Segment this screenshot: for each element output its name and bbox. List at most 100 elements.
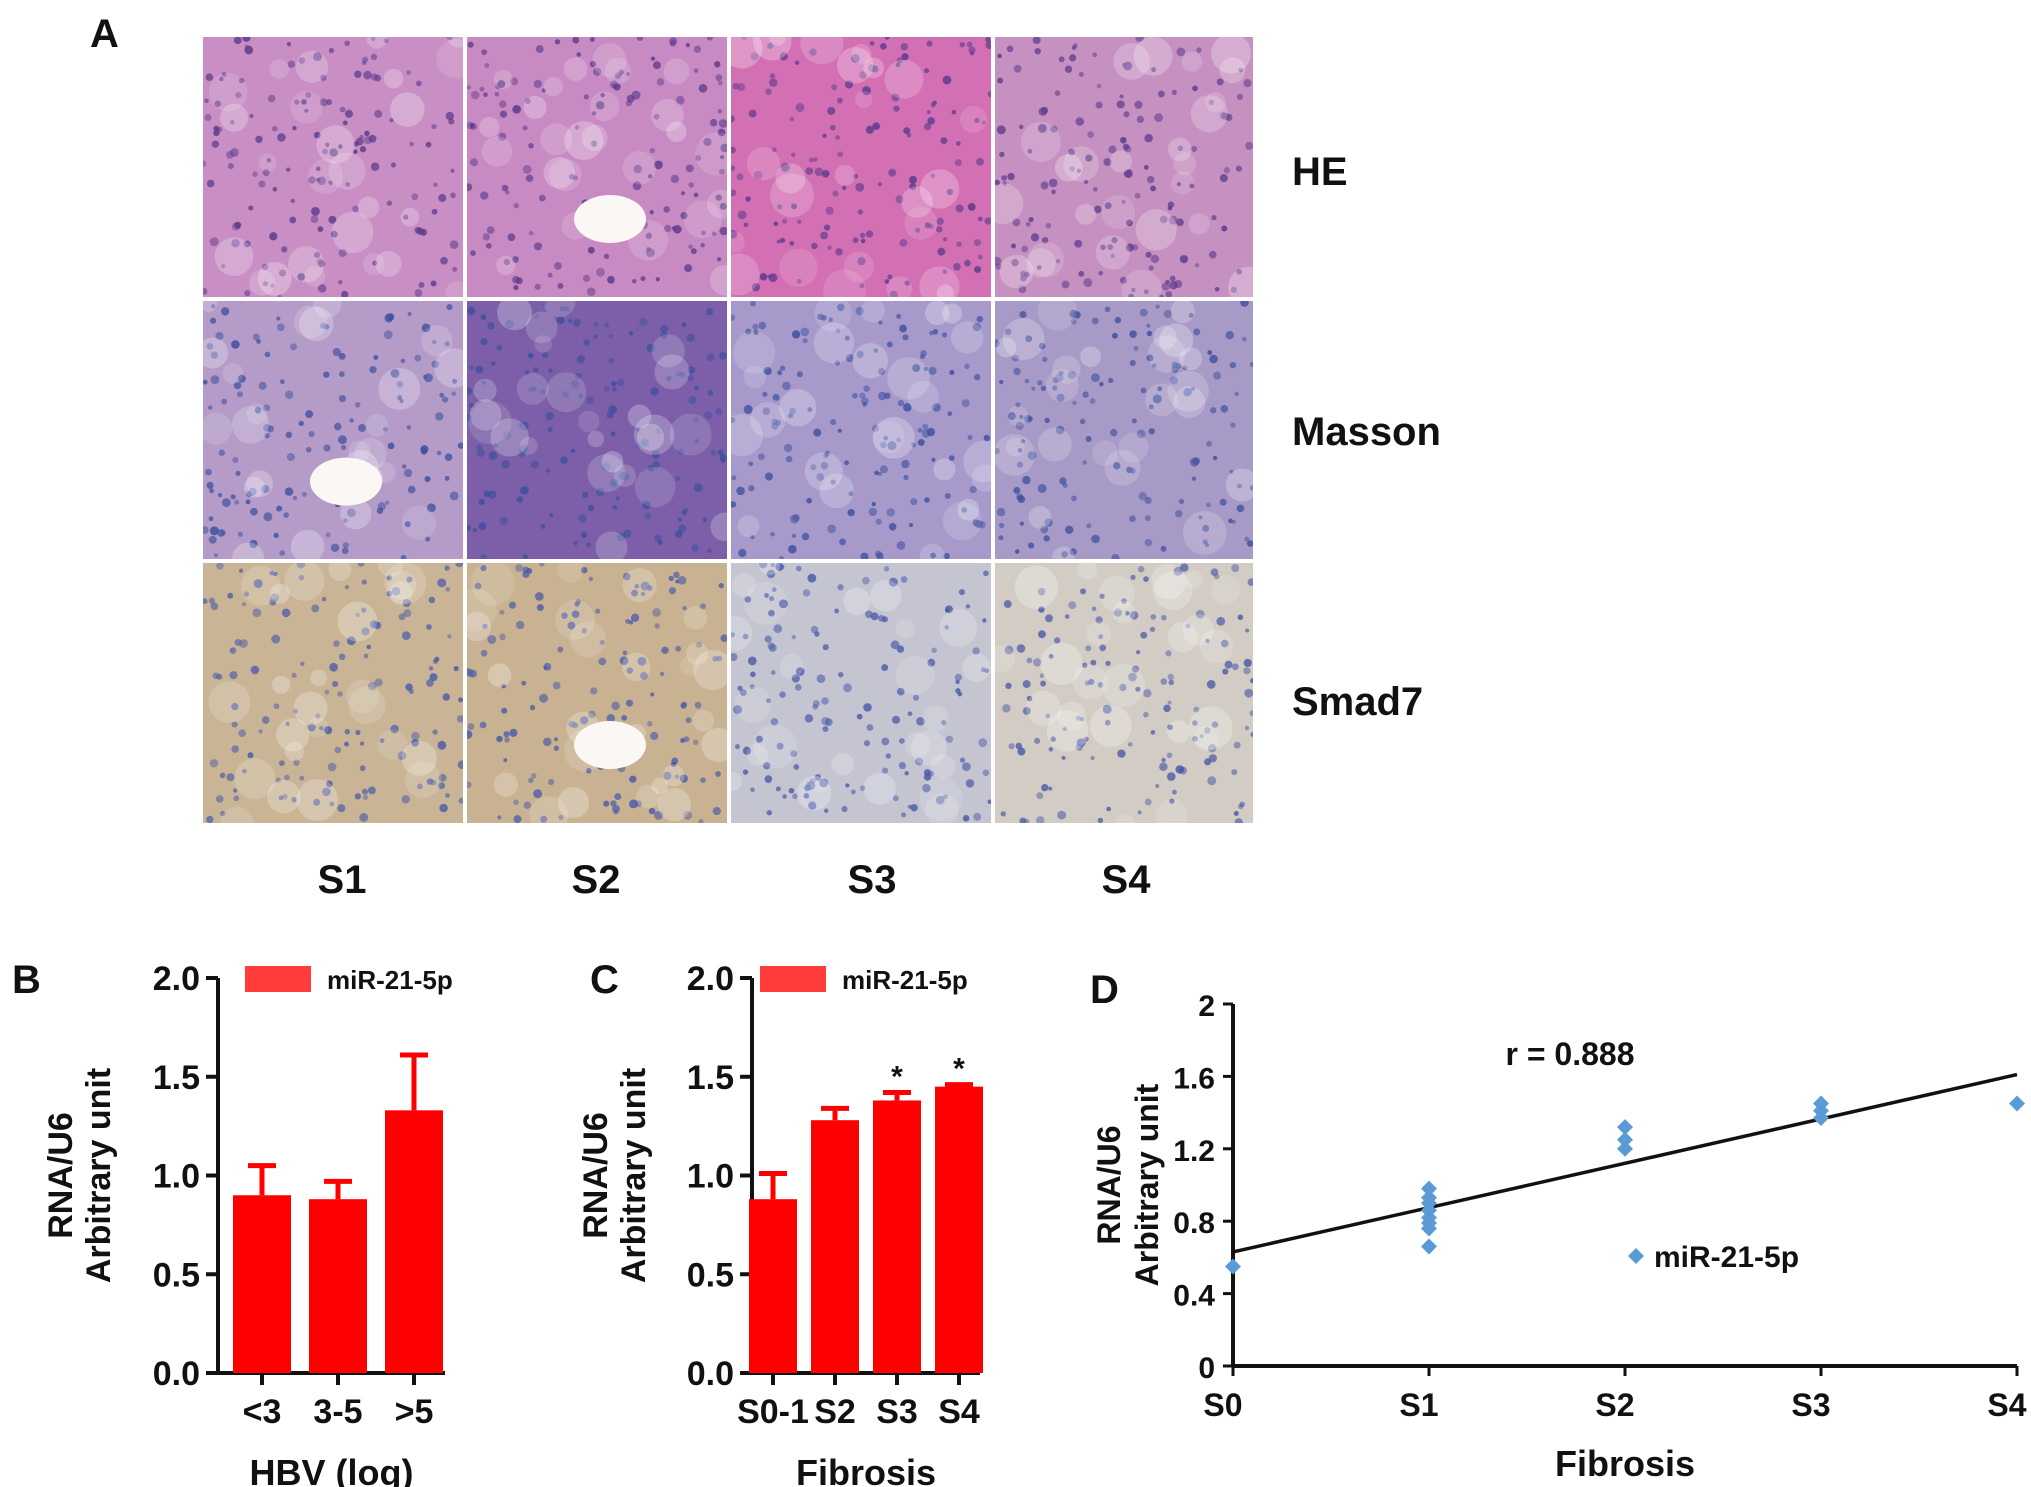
cell-texture <box>310 669 328 687</box>
nucleus-dot <box>936 226 943 233</box>
cell-texture <box>884 59 924 99</box>
nucleus-dot <box>762 391 768 397</box>
micrograph-texture <box>467 563 727 823</box>
nucleus-dot <box>1249 710 1253 717</box>
nucleus-dot <box>771 670 776 675</box>
nucleus-dot <box>1015 421 1024 430</box>
nucleus-dot <box>855 306 864 316</box>
nucleus-dot <box>1107 244 1114 251</box>
nucleus-dot <box>1143 289 1149 295</box>
nucleus-dot <box>386 200 393 206</box>
nucleus-dot <box>792 514 800 522</box>
nucleus-dot <box>1133 345 1139 351</box>
nucleus-dot <box>772 393 780 401</box>
nucleus-dot <box>267 94 276 103</box>
nucleus-dot <box>800 327 810 337</box>
nucleus-dot <box>806 497 813 504</box>
nucleus-dot <box>852 237 859 243</box>
nucleus-dot <box>985 37 991 43</box>
cell-texture <box>775 163 806 194</box>
cell-texture <box>800 37 844 65</box>
nucleus-dot <box>385 500 390 505</box>
nucleus-dot <box>338 653 346 661</box>
nucleus-dot <box>470 250 476 256</box>
nucleus-dot <box>663 771 672 780</box>
nucleus-dot <box>1041 106 1049 115</box>
nucleus-dot <box>1110 253 1115 259</box>
nucleus-dot <box>850 789 856 795</box>
nucleus-dot <box>476 444 482 451</box>
cell-texture <box>540 123 573 156</box>
nucleus-dot <box>916 716 925 726</box>
nucleus-dot <box>1129 360 1136 366</box>
cell-texture <box>543 157 576 189</box>
cell-texture <box>962 653 991 682</box>
cell-texture <box>246 470 274 498</box>
y-tick-label: 0 <box>1198 1352 1215 1385</box>
nucleus-dot <box>821 716 830 726</box>
nucleus-dot <box>773 624 783 634</box>
nucleus-dot <box>814 774 822 781</box>
nucleus-dot <box>592 67 602 76</box>
nucleus-dot <box>731 165 736 171</box>
nucleus-dot <box>1019 124 1024 130</box>
nucleus-dot <box>253 579 263 589</box>
nucleus-dot <box>923 123 932 131</box>
nucleus-dot <box>275 777 281 783</box>
nucleus-dot <box>906 132 912 138</box>
nucleus-dot <box>1207 776 1217 786</box>
nucleus-dot <box>208 535 217 544</box>
nucleus-dot <box>582 274 591 282</box>
data-point <box>1421 1220 1437 1237</box>
nucleus-dot <box>1040 181 1049 190</box>
cell-texture <box>1002 317 1045 360</box>
correlation-annotation: r = 0.888 <box>1506 1036 1635 1072</box>
nucleus-dot <box>778 564 785 570</box>
nucleus-dot <box>244 44 250 49</box>
nucleus-dot <box>1079 418 1086 425</box>
nucleus-dot <box>825 206 834 215</box>
nucleus-dot <box>576 355 586 364</box>
nucleus-dot <box>796 278 802 284</box>
nucleus-dot <box>941 332 948 338</box>
cell-texture <box>663 58 690 85</box>
nucleus-dot <box>359 813 369 822</box>
nucleus-dot <box>665 375 672 382</box>
cell-texture <box>919 543 945 559</box>
nucleus-dot <box>244 290 251 297</box>
nucleus-dot <box>972 322 981 332</box>
nucleus-dot <box>738 548 747 558</box>
nucleus-dot <box>596 267 605 277</box>
nucleus-dot <box>439 392 445 398</box>
nucleus-dot <box>816 473 825 481</box>
nucleus-dot <box>926 40 933 47</box>
nucleus-dot <box>927 117 935 125</box>
cell-texture <box>587 454 626 493</box>
nucleus-dot <box>930 552 936 559</box>
cell-texture <box>516 372 549 405</box>
nucleus-dot <box>291 797 297 803</box>
nucleus-dot <box>782 218 788 224</box>
nucleus-dot <box>389 118 394 123</box>
nucleus-dot <box>370 73 378 81</box>
nucleus-dot <box>238 77 245 84</box>
nucleus-dot <box>671 226 677 231</box>
nucleus-dot <box>547 426 553 432</box>
nucleus-dot <box>301 491 307 497</box>
nucleus-dot <box>731 115 735 123</box>
nucleus-dot <box>486 226 495 234</box>
nucleus-dot <box>987 91 991 98</box>
nucleus-dot <box>338 352 346 360</box>
nucleus-dot <box>1083 736 1089 742</box>
nucleus-dot <box>884 279 890 284</box>
nucleus-dot <box>640 581 650 591</box>
nucleus-dot <box>860 238 866 244</box>
cell-texture <box>1159 323 1194 358</box>
nucleus-dot <box>575 372 582 380</box>
cell-texture <box>622 151 657 185</box>
nucleus-dot <box>680 212 688 220</box>
nucleus-dot <box>595 487 605 497</box>
nucleus-dot <box>715 771 721 777</box>
nucleus-dot <box>822 644 829 651</box>
nucleus-dot <box>766 810 773 816</box>
